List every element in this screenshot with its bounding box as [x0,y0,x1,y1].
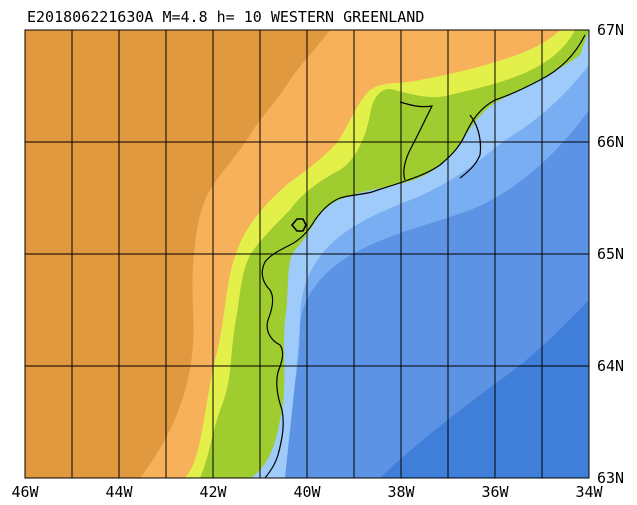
lat-label: 65N [597,245,624,263]
lon-label: 44W [105,483,133,501]
lon-label: 46W [11,483,39,501]
lon-label: 40W [293,483,321,501]
lon-label: 42W [199,483,227,501]
fjord-line [399,101,434,181]
lat-label: 63N [597,469,624,487]
lon-label: 36W [481,483,509,501]
epicenter-hexagon-icon [290,218,307,232]
lat-label: 66N [597,133,624,151]
lon-label: 38W [387,483,415,501]
coastline [261,34,586,479]
map-title: E201806221630A M=4.8 h= 10 WESTERN GREEN… [27,8,424,26]
lon-label: 34W [575,483,603,501]
fjord-line [459,114,482,179]
lat-label: 67N [597,21,624,39]
lat-label: 64N [597,357,624,375]
lat-lon-grid [24,29,590,479]
